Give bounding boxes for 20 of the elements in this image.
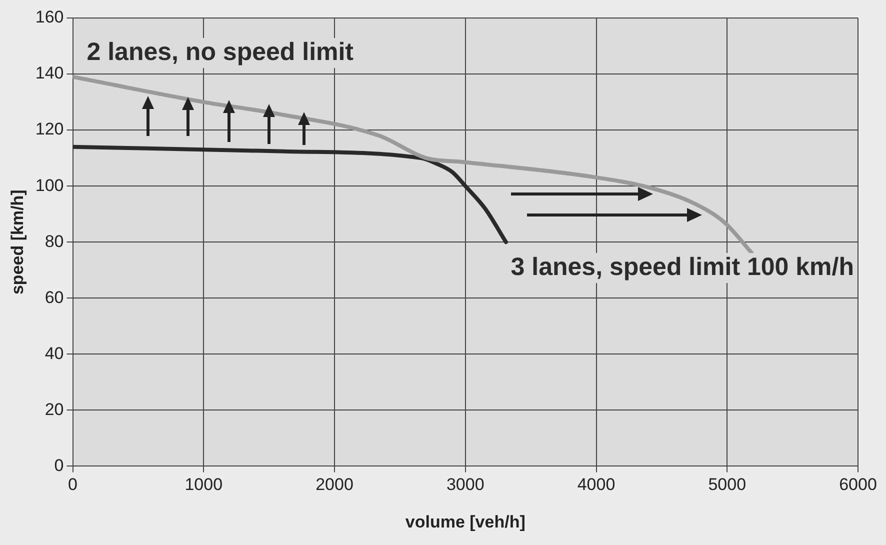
annotation: 3 lanes, speed limit 100 km/h — [510, 253, 854, 281]
y-axis-title: speed [km/h] — [8, 190, 27, 295]
x-tick-label: 6000 — [839, 475, 877, 494]
y-tick-label: 100 — [35, 176, 64, 195]
x-tick-label: 1000 — [184, 475, 223, 494]
x-axis-title: volume [veh/h] — [405, 512, 526, 532]
y-tick-label: 140 — [35, 64, 64, 83]
y-tick-label: 40 — [44, 344, 64, 363]
y-tick-label: 120 — [35, 120, 64, 139]
y-tick-label: 60 — [44, 288, 64, 307]
annotation: 2 lanes, no speed limit — [86, 38, 354, 66]
x-tick-label: 0 — [68, 475, 78, 494]
y-tick-label: 0 — [54, 456, 64, 475]
x-tick-label: 5000 — [708, 475, 746, 494]
y-tick-label: 20 — [44, 400, 64, 419]
y-tick-label: 80 — [44, 232, 64, 251]
x-tick-label: 4000 — [577, 475, 616, 494]
x-tick-label: 2000 — [316, 475, 354, 494]
y-tick-label: 160 — [35, 8, 64, 27]
x-tick-label: 3000 — [446, 475, 484, 494]
